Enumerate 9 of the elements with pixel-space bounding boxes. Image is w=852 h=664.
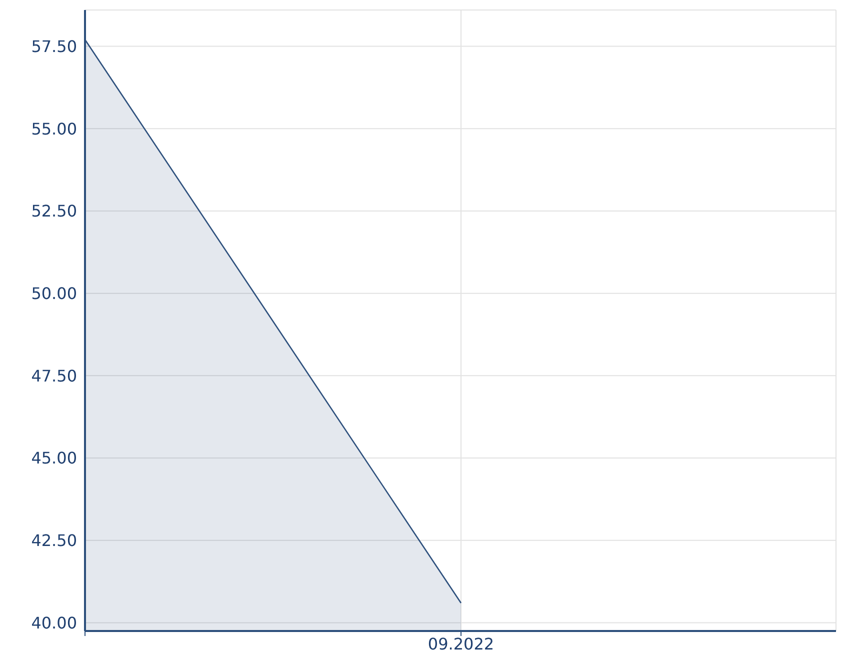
y-tick-label: 52.50 bbox=[31, 202, 77, 221]
y-tick-label: 57.50 bbox=[31, 36, 77, 56]
y-tick-label: 45.00 bbox=[31, 448, 77, 468]
x-tick-label: 09.2022 bbox=[428, 634, 494, 654]
y-tick-label: 40.00 bbox=[31, 613, 77, 632]
y-tick-label: 42.50 bbox=[31, 531, 77, 550]
y-tick-label: 55.00 bbox=[31, 119, 77, 138]
y-tick-label: 50.00 bbox=[31, 284, 77, 303]
y-tick-label: 47.50 bbox=[31, 366, 77, 386]
